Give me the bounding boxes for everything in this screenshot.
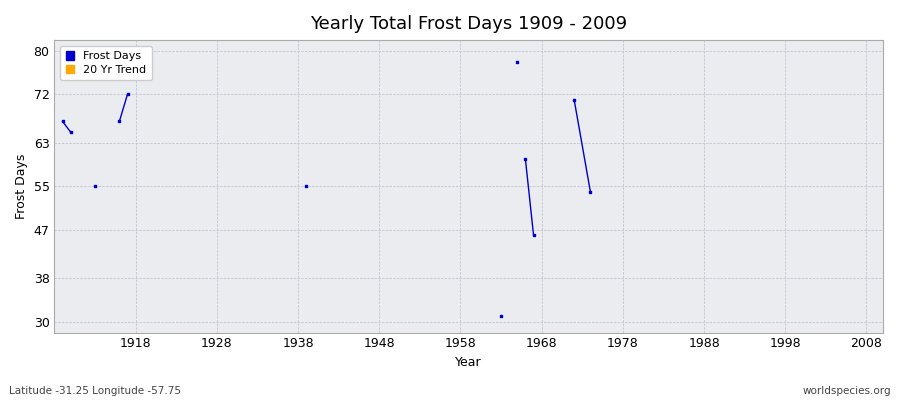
Point (121, 91, 135, 98)
Legend: Frost Days, 20 Yr Trend: Frost Days, 20 Yr Trend (60, 46, 152, 80)
Point (64, 129, 78, 135)
Y-axis label: Frost Days: Frost Days (15, 154, 28, 219)
Point (494, 313, 508, 320)
Text: worldspecies.org: worldspecies.org (803, 386, 891, 396)
Point (518, 156, 533, 162)
X-axis label: Year: Year (455, 356, 482, 369)
Point (510, 58, 525, 65)
Point (567, 96, 581, 103)
Point (583, 188, 598, 195)
Text: Latitude -31.25 Longitude -57.75: Latitude -31.25 Longitude -57.75 (9, 386, 181, 396)
Point (55, 118, 69, 124)
Point (526, 232, 541, 238)
Point (299, 183, 313, 190)
Point (88, 183, 103, 190)
Point (112, 118, 127, 124)
Title: Yearly Total Frost Days 1909 - 2009: Yearly Total Frost Days 1909 - 2009 (310, 15, 627, 33)
